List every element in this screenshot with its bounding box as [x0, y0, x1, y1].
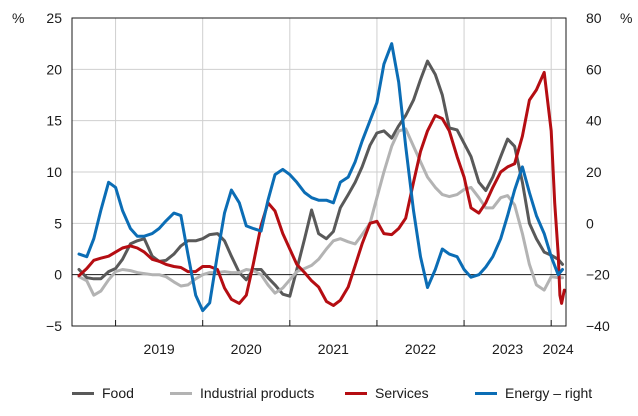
axis-ticks: −5 0 5 10 15 20 25 −40 −20 0 20 40 60 80 2019 2020 2021 2…: [46, 10, 610, 357]
plot-frame: [71, 17, 567, 327]
right-tick-label: 0: [586, 215, 594, 231]
series-line-energy-right: [77, 42, 564, 313]
legend-label: Services: [375, 385, 429, 401]
left-tick-label: 25: [46, 10, 62, 26]
chart-legend: Food Industrial products Services Energy – …: [0, 385, 638, 407]
x-tick-label: 2020: [231, 341, 262, 357]
x-tick-label: 2019: [144, 341, 175, 357]
right-tick-label: 20: [586, 164, 602, 180]
right-tick-label: −20: [586, 267, 610, 283]
legend-item: Food: [72, 385, 134, 401]
right-tick-label: 40: [586, 113, 602, 129]
left-tick-label: 0: [54, 267, 62, 283]
series-line-industrial-products: [77, 127, 564, 297]
x-tick-label: 2023: [492, 341, 523, 357]
legend-swatch: [475, 391, 497, 395]
right-axis-unit: %: [620, 10, 632, 26]
series-line-services: [77, 70, 566, 307]
legend-item: Services: [345, 385, 429, 401]
x-tick-label: 2022: [405, 341, 436, 357]
gridlines: [72, 18, 566, 326]
left-tick-label: −5: [46, 318, 62, 334]
series-lines: [77, 42, 566, 313]
legend-swatch: [170, 391, 192, 395]
left-axis-unit: %: [12, 10, 24, 26]
legend-item: Energy – right: [475, 385, 592, 401]
left-tick-label: 20: [46, 61, 62, 77]
legend-swatch: [345, 391, 367, 395]
right-tick-label: −40: [586, 318, 610, 334]
left-tick-label: 5: [54, 215, 62, 231]
legend-label: Food: [102, 385, 134, 401]
legend-label: Energy – right: [505, 385, 593, 401]
left-tick-label: 15: [46, 113, 62, 129]
right-tick-label: 60: [586, 61, 602, 77]
legend-item: Industrial products: [170, 385, 314, 401]
legend-label: Industrial products: [200, 385, 315, 401]
left-tick-label: 10: [46, 164, 62, 180]
x-tick-label: 2024: [543, 341, 574, 357]
x-tick-label: 2021: [318, 341, 349, 357]
legend-swatch: [72, 391, 94, 395]
right-tick-label: 80: [586, 10, 602, 26]
